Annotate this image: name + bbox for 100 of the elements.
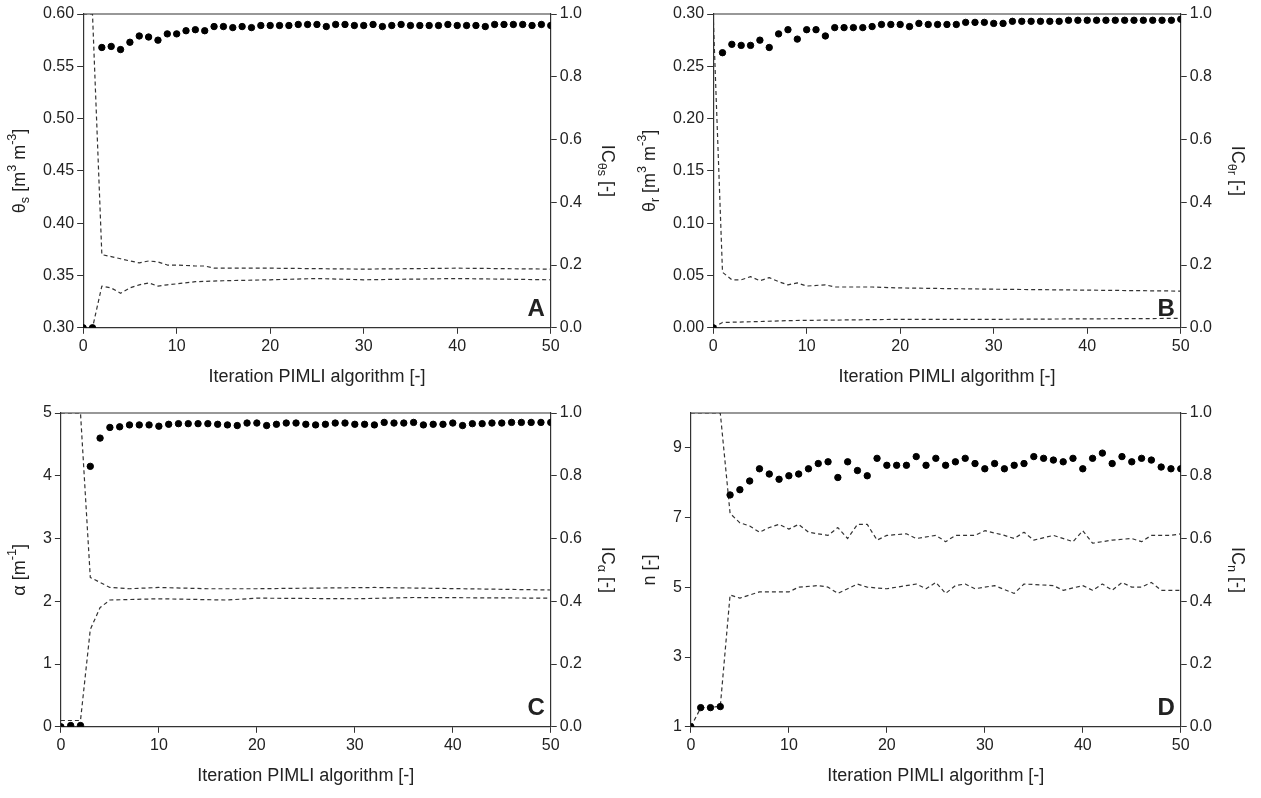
y2-axis-title: ICθs [-] (595, 144, 619, 198)
y-tick-label: 0.25 (673, 56, 705, 74)
point (859, 23, 867, 32)
point (784, 25, 792, 34)
point (831, 23, 839, 32)
x-axis-title: Iteration PIMLI algorithm [-] (208, 365, 426, 386)
point (233, 421, 241, 430)
point (873, 454, 881, 463)
point (755, 465, 764, 473)
annotation: A (527, 294, 545, 322)
point (135, 421, 143, 429)
point (746, 41, 755, 50)
point (321, 420, 330, 428)
point (1147, 456, 1156, 464)
point (172, 30, 181, 38)
x-tick-label: 20 (247, 735, 266, 753)
y2-tick-label: 1.0 (1189, 4, 1213, 22)
y-tick-label: 3 (42, 528, 52, 546)
point (419, 421, 428, 429)
point (737, 41, 745, 50)
x-axis-title: Iteration PIMLI algorithm [-] (838, 365, 1056, 386)
y2-tick-label: 0.2 (1189, 255, 1213, 273)
point (257, 21, 265, 30)
point (219, 22, 228, 31)
point (106, 423, 114, 432)
x-tick-label: 40 (1073, 735, 1092, 753)
y2-tick-label: 0.2 (559, 255, 583, 273)
x-tick-label: 20 (261, 336, 280, 354)
point (1036, 17, 1045, 26)
y2-axis-title: ICα [-] (595, 546, 619, 594)
point (378, 22, 387, 31)
point (351, 420, 359, 428)
point (453, 21, 461, 30)
point (736, 486, 744, 494)
y2-tick-label: 0.6 (559, 129, 583, 147)
point (528, 21, 536, 30)
y2-tick-label: 1.0 (559, 403, 583, 421)
point (155, 422, 163, 430)
point (154, 36, 162, 44)
point (943, 20, 951, 29)
y-tick-label: 0.50 (43, 109, 75, 127)
point (922, 461, 930, 469)
y2-tick-label: 0.2 (1189, 654, 1213, 672)
point (303, 20, 312, 29)
y2-tick-label: 0.0 (1189, 717, 1213, 735)
point (194, 419, 202, 428)
point (1046, 17, 1054, 26)
point (892, 461, 901, 469)
y-tick-label: 5 (672, 577, 682, 595)
annotation: D (1157, 693, 1175, 721)
point (429, 420, 437, 428)
point (941, 461, 950, 469)
x-tick-label: 50 (541, 336, 560, 354)
point (229, 23, 237, 32)
point (275, 21, 284, 30)
point (1064, 16, 1073, 24)
x-tick-label: 40 (448, 336, 467, 354)
point (793, 35, 802, 43)
point (728, 40, 736, 49)
point (814, 459, 822, 468)
point (1092, 16, 1101, 24)
point (1010, 461, 1018, 469)
y2-tick-label: 0.0 (559, 717, 583, 735)
point (843, 458, 852, 466)
y2-tick-label: 0.6 (1189, 528, 1213, 546)
point (86, 462, 94, 471)
point (380, 418, 388, 427)
point (1049, 456, 1058, 464)
point (360, 21, 368, 30)
point (145, 421, 153, 429)
point (243, 419, 251, 427)
y-tick-label: 1 (42, 654, 52, 672)
y2-tick-label: 0.6 (1189, 129, 1213, 147)
point (1079, 465, 1087, 473)
y2-tick-label: 0.4 (559, 192, 583, 210)
x-axis-title: Iteration PIMLI algorithm [-] (197, 764, 415, 785)
point (887, 20, 895, 29)
point (272, 420, 281, 428)
point (794, 470, 803, 478)
point (519, 20, 527, 29)
y2-tick-label: 0.4 (1189, 591, 1213, 609)
point (458, 421, 467, 430)
point (804, 465, 813, 473)
point (341, 20, 349, 29)
point (67, 721, 75, 727)
point (262, 421, 271, 430)
point (498, 419, 506, 427)
x-tick-label: 20 (877, 735, 896, 753)
point (1018, 17, 1026, 26)
point (1149, 16, 1157, 24)
point (360, 420, 369, 428)
point (311, 421, 320, 429)
point (1020, 459, 1028, 468)
y-tick-label: 2 (42, 591, 52, 609)
x-tick-label: 30 (984, 336, 1003, 354)
point (718, 49, 727, 57)
y-tick-label: 0.30 (43, 318, 75, 336)
y-tick-label: 0.20 (673, 109, 705, 127)
point (840, 23, 848, 32)
point (863, 472, 871, 480)
